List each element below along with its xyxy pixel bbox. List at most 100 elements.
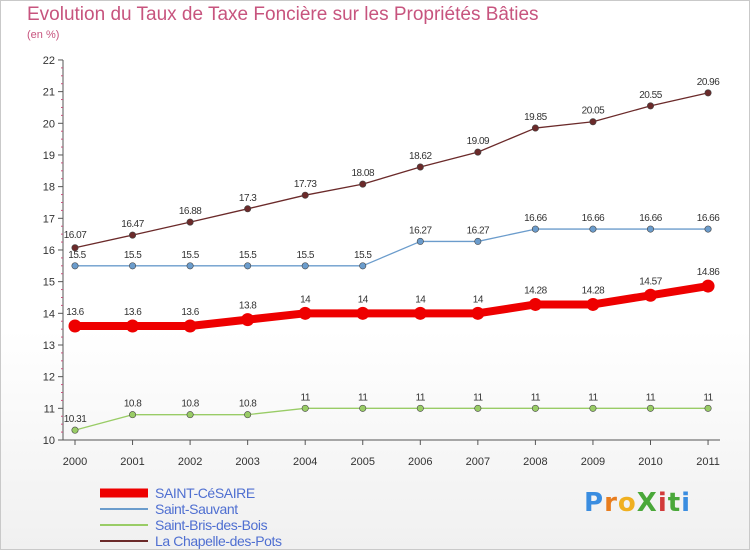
logo-letter: t	[667, 488, 682, 518]
data-point	[704, 404, 712, 412]
data-label: 13.6	[124, 307, 142, 318]
y-tick-label: 10	[43, 435, 55, 447]
data-point	[129, 411, 137, 419]
data-point	[646, 404, 654, 412]
data-label: 14	[358, 294, 369, 305]
logo-letter: P	[584, 488, 605, 518]
data-point	[646, 102, 654, 110]
data-label: 11	[646, 392, 656, 403]
x-tick-label: 2005	[351, 456, 375, 468]
series-line	[74, 407, 709, 431]
data-point	[129, 262, 137, 270]
data-label: 14	[300, 294, 311, 305]
data-label: 13.8	[239, 301, 257, 312]
series-0: 13.6 13.6 13.6 13.8 14 14 14 14 14.28 14.28 14.57 1…	[66, 267, 721, 333]
data-label: 16.88	[179, 206, 202, 217]
data-point	[244, 205, 252, 213]
data-label: 10.8	[239, 399, 257, 410]
series-layer: 16.07 16.47 16.88 17.3 17.73 18.08 18.62 19.09 1…	[64, 77, 721, 434]
y-tick-label: 19	[43, 150, 55, 162]
data-label: 14	[415, 294, 426, 305]
x-tick-label: 2000	[63, 456, 87, 468]
data-point	[244, 411, 252, 419]
data-label: 14.86	[697, 267, 720, 278]
data-label: 13.6	[181, 307, 199, 318]
legend-swatch	[100, 488, 148, 498]
data-label: 10.8	[181, 399, 199, 410]
data-label: 18.08	[351, 168, 374, 179]
data-point	[301, 191, 309, 199]
y-ticks: 10 11 12 13 14 15 16 17 18 19 20 21 22	[43, 55, 63, 447]
data-point	[474, 404, 482, 412]
data-label: 19.85	[524, 112, 547, 123]
data-point	[359, 262, 367, 270]
logo-letter: r	[604, 488, 618, 518]
unit-label: (en %)	[27, 29, 60, 41]
legend-label: Saint-Sauvant	[155, 501, 238, 517]
data-point	[589, 118, 597, 126]
data-point	[704, 89, 712, 97]
data-point	[416, 404, 424, 412]
y-tick-label: 22	[43, 55, 55, 67]
data-point	[701, 279, 715, 293]
x-tick-label: 2008	[523, 456, 547, 468]
logo-letter: i	[681, 488, 692, 518]
legend-label: La Chapelle-des-Pots	[155, 533, 282, 549]
data-point	[589, 225, 597, 233]
data-point	[646, 225, 654, 233]
y-tick-label: 14	[43, 308, 55, 320]
data-point	[416, 237, 424, 245]
series-line	[75, 228, 709, 267]
data-label: 11	[358, 392, 368, 403]
data-point	[586, 297, 600, 311]
logo-letter: o	[617, 488, 637, 518]
x-tick-label: 2002	[178, 456, 202, 468]
data-label: 15.5	[181, 250, 199, 261]
x-ticks: 2000 2001 2002 2003 2004 2005 2006 2007 2008 2009…	[63, 440, 720, 468]
data-point	[301, 262, 309, 270]
data-label: 16.66	[639, 213, 662, 224]
data-point	[183, 319, 197, 333]
legend-swatch	[100, 540, 148, 542]
data-point	[474, 237, 482, 245]
data-point	[589, 404, 597, 412]
data-point	[359, 180, 367, 188]
data-label: 18.62	[409, 151, 432, 162]
y-tick-label: 11	[44, 403, 55, 415]
data-point	[68, 319, 82, 333]
data-label: 19.09	[467, 136, 490, 147]
data-label: 20.05	[582, 106, 605, 117]
legend-swatch	[100, 524, 148, 526]
data-point	[531, 225, 539, 233]
y-tick-label: 16	[43, 245, 55, 257]
data-label: 16.07	[64, 230, 87, 241]
data-point	[704, 225, 712, 233]
x-tick-label: 2006	[408, 456, 432, 468]
series-line	[74, 92, 709, 249]
data-label: 16.66	[582, 213, 605, 224]
data-point	[359, 404, 367, 412]
data-label: 15.5	[239, 250, 257, 261]
y-tick-label: 12	[43, 372, 55, 384]
data-label: 11	[531, 392, 541, 403]
data-point	[241, 313, 255, 327]
data-label: 11	[416, 392, 426, 403]
data-point	[301, 404, 309, 412]
legend-swatch	[100, 508, 148, 510]
data-label: 14.28	[582, 285, 605, 296]
logo-letter: i	[657, 488, 668, 518]
data-label: 11	[588, 392, 598, 403]
data-label: 14	[473, 294, 484, 305]
data-point	[416, 163, 424, 171]
logo-letter: X	[636, 488, 658, 518]
y-tick-label: 18	[43, 182, 55, 194]
x-tick-label: 2001	[120, 456, 144, 468]
data-label: 20.55	[639, 90, 662, 101]
data-label: 16.27	[467, 225, 490, 236]
data-label: 16.27	[409, 225, 432, 236]
data-label: 11	[301, 392, 311, 403]
data-point	[244, 262, 252, 270]
data-label: 14.28	[524, 285, 547, 296]
data-point	[644, 288, 657, 302]
